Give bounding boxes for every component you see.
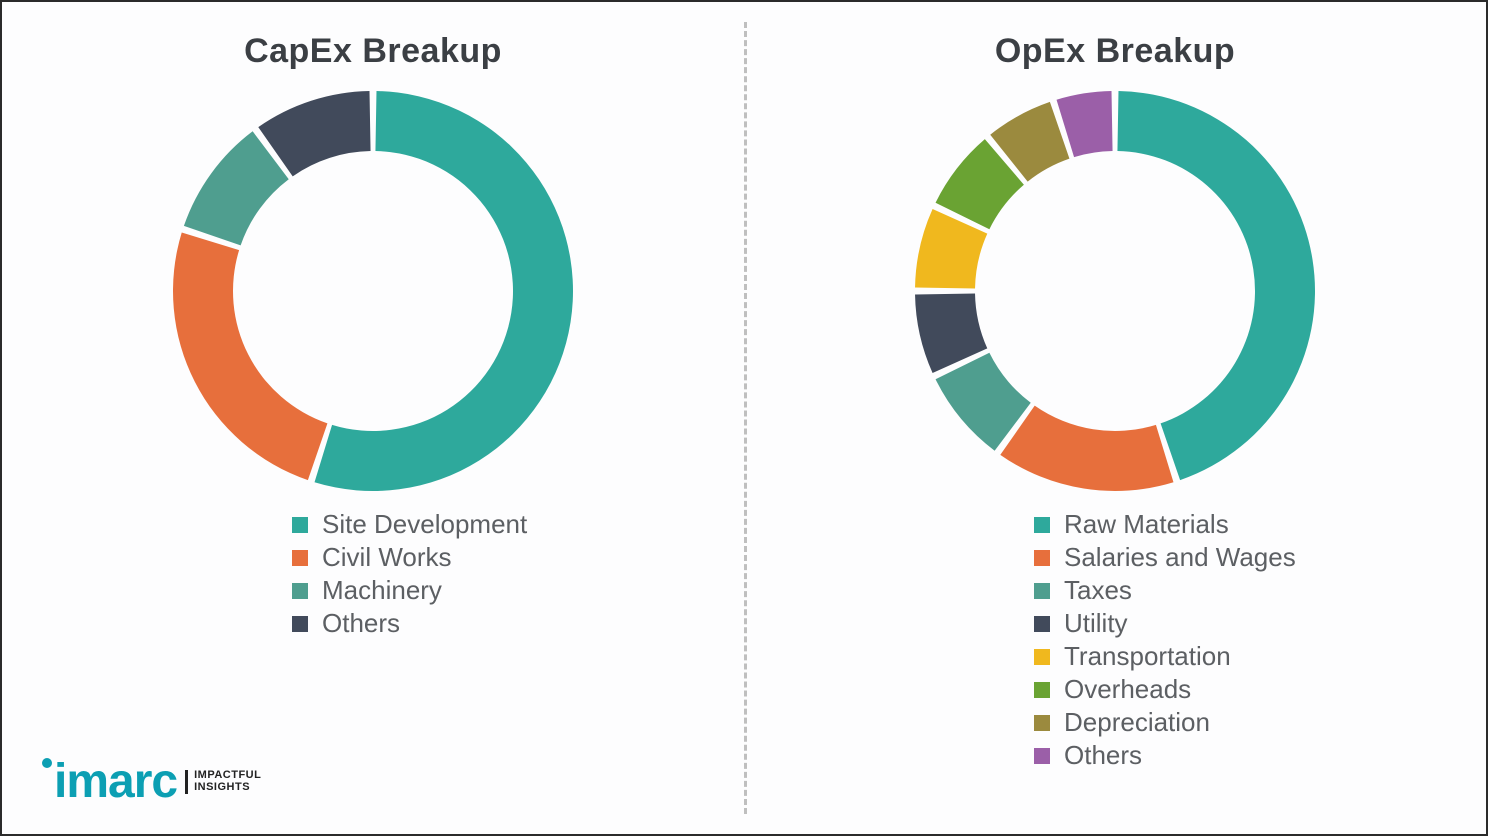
legend-swatch [1034, 682, 1050, 698]
legend-item: Others [1034, 740, 1296, 771]
logo-text: imarc [54, 755, 177, 808]
legend-label: Others [322, 608, 400, 639]
donut-slice [173, 233, 327, 481]
legend-label: Transportation [1064, 641, 1231, 672]
legend-item: Depreciation [1034, 707, 1296, 738]
donut-slice [1000, 406, 1173, 491]
legend-item: Salaries and Wages [1034, 542, 1296, 573]
donut-slice [184, 131, 289, 245]
legend-item: Others [292, 608, 527, 639]
legend-label: Civil Works [322, 542, 452, 573]
legend-item: Raw Materials [1034, 509, 1296, 540]
chart-frame: CapEx Breakup Site DevelopmentCivil Work… [0, 0, 1488, 836]
legend-swatch [292, 583, 308, 599]
opex-title: OpEx Breakup [995, 32, 1235, 71]
legend-item: Utility [1034, 608, 1296, 639]
capex-legend: Site DevelopmentCivil WorksMachineryOthe… [292, 507, 527, 641]
legend-swatch [292, 616, 308, 632]
legend-swatch [1034, 616, 1050, 632]
capex-panel: CapEx Breakup Site DevelopmentCivil Work… [2, 2, 744, 834]
legend-swatch [1034, 715, 1050, 731]
legend-item: Machinery [292, 575, 527, 606]
legend-label: Utility [1064, 608, 1128, 639]
opex-donut [905, 81, 1325, 501]
opex-panel: OpEx Breakup Raw MaterialsSalaries and W… [744, 2, 1486, 834]
legend-label: Site Development [322, 509, 527, 540]
legend-swatch [1034, 649, 1050, 665]
legend-label: Raw Materials [1064, 509, 1229, 540]
legend-label: Overheads [1064, 674, 1191, 705]
logo-tagline-line2: INSIGHTS [194, 781, 250, 793]
brand-logo: imarc IMPACTFUL INSIGHTS [42, 758, 261, 806]
legend-swatch [1034, 748, 1050, 764]
legend-swatch [292, 550, 308, 566]
legend-item: Taxes [1034, 575, 1296, 606]
legend-label: Others [1064, 740, 1142, 771]
legend-label: Taxes [1064, 575, 1132, 606]
legend-item: Overheads [1034, 674, 1296, 705]
legend-label: Salaries and Wages [1064, 542, 1296, 573]
opex-legend: Raw MaterialsSalaries and WagesTaxesUtil… [1034, 507, 1296, 773]
donut-slice [1117, 91, 1315, 480]
logo-word: imarc [42, 758, 177, 806]
logo-dot-icon [42, 758, 52, 768]
legend-swatch [292, 517, 308, 533]
legend-item: Transportation [1034, 641, 1296, 672]
capex-title: CapEx Breakup [244, 32, 502, 71]
legend-label: Depreciation [1064, 707, 1210, 738]
legend-swatch [1034, 550, 1050, 566]
capex-donut [163, 81, 583, 501]
legend-item: Civil Works [292, 542, 527, 573]
legend-swatch [1034, 517, 1050, 533]
legend-label: Machinery [322, 575, 442, 606]
logo-tagline: IMPACTFUL INSIGHTS [185, 770, 261, 793]
legend-swatch [1034, 583, 1050, 599]
logo-tagline-line1: IMPACTFUL [194, 769, 261, 781]
legend-item: Site Development [292, 509, 527, 540]
